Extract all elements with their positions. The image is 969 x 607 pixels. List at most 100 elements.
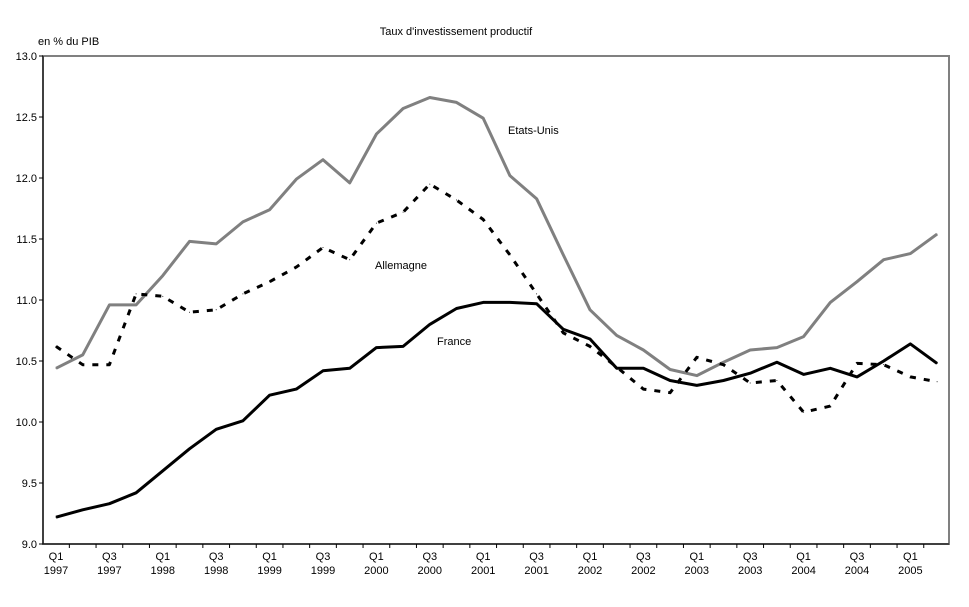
data-point-france — [536, 303, 538, 305]
series-line-france — [55, 300, 938, 519]
data-point-france — [108, 503, 110, 505]
x-tick-label-year: 1998 — [204, 565, 228, 577]
x-tick-label-year: 2001 — [471, 565, 495, 577]
x-tick-label-year: 1997 — [97, 565, 121, 577]
x-tick-label-year: 1999 — [311, 565, 335, 577]
data-point-france — [669, 380, 671, 382]
data-point-etats-unis — [803, 336, 805, 338]
x-tick-label-quarter: Q1 — [49, 551, 64, 563]
data-point-france — [723, 380, 724, 382]
data-point-france — [616, 367, 618, 369]
data-point-allemagne — [856, 362, 858, 364]
x-tick-label-year: 2004 — [845, 565, 869, 577]
data-point-france — [215, 428, 217, 430]
data-point-etats-unis — [402, 107, 404, 109]
data-point-etats-unis — [509, 175, 511, 177]
x-tick-label-quarter: Q3 — [636, 551, 651, 563]
x-tick-label-quarter: Q3 — [316, 551, 331, 563]
data-point-etats-unis — [936, 233, 938, 235]
y-tick-label: 12.5 — [16, 112, 37, 124]
data-point-allemagne — [936, 381, 938, 383]
data-point-france — [375, 347, 377, 349]
data-point-allemagne — [482, 218, 484, 220]
data-point-france — [242, 420, 244, 422]
chart-title: Taux d'investissement productif — [380, 26, 533, 38]
data-point-france — [482, 301, 484, 303]
data-point-allemagne — [696, 356, 698, 358]
data-point-allemagne — [803, 411, 805, 413]
data-point-allemagne — [322, 247, 324, 249]
data-point-france — [55, 516, 57, 518]
data-point-france — [456, 308, 457, 310]
x-tick-label-year: 1999 — [257, 565, 281, 577]
label-france: France — [437, 336, 471, 348]
data-point-etats-unis — [135, 304, 137, 306]
data-point-etats-unis — [375, 133, 377, 135]
x-tick-label-year: 2000 — [364, 565, 388, 577]
data-point-allemagne — [642, 388, 644, 390]
data-point-etats-unis — [269, 209, 271, 211]
data-point-allemagne — [402, 211, 404, 213]
x-tick-label-year: 2002 — [578, 565, 602, 577]
data-point-france — [295, 388, 297, 390]
data-point-allemagne — [135, 293, 137, 295]
data-point-france — [642, 367, 644, 369]
y-tick-label: 9.5 — [22, 478, 37, 490]
data-point-france — [162, 470, 164, 472]
data-point-etats-unis — [829, 301, 831, 303]
data-point-allemagne — [429, 183, 431, 185]
data-point-france — [749, 372, 751, 374]
x-tick-label-quarter: Q3 — [529, 551, 544, 563]
data-point-allemagne — [669, 392, 671, 394]
data-point-etats-unis — [162, 275, 164, 277]
data-point-france — [429, 323, 431, 325]
y-axis-label: en % du PIB — [38, 36, 99, 48]
data-point-allemagne — [375, 222, 377, 224]
y-tick-label: 11.0 — [16, 295, 37, 307]
x-tick-label-quarter: Q1 — [796, 551, 811, 563]
y-tick-label: 10.0 — [16, 417, 37, 429]
data-point-france — [589, 338, 591, 340]
data-point-etats-unis — [82, 354, 84, 356]
data-point-allemagne — [589, 345, 591, 347]
x-tick-label-year: 2002 — [631, 565, 655, 577]
data-point-france — [829, 367, 831, 369]
x-tick-label-quarter: Q3 — [209, 551, 224, 563]
y-tick-label: 13.0 — [16, 51, 37, 63]
x-tick-label-year: 2003 — [738, 565, 762, 577]
data-point-allemagne — [909, 376, 911, 378]
data-point-allemagne — [749, 382, 751, 384]
data-point-france — [322, 370, 324, 372]
data-point-etats-unis — [883, 259, 885, 261]
data-point-allemagne — [829, 405, 831, 407]
data-point-etats-unis — [669, 369, 671, 371]
y-tick-label: 11.5 — [16, 234, 37, 246]
data-point-allemagne — [723, 364, 724, 366]
data-point-etats-unis — [723, 361, 724, 363]
data-point-allemagne — [883, 364, 885, 366]
x-tick-label-quarter: Q3 — [743, 551, 758, 563]
data-point-etats-unis — [776, 347, 778, 349]
label-etats-unis: Etats-Unis — [508, 125, 559, 137]
x-tick-label-quarter: Q1 — [369, 551, 384, 563]
data-point-france — [189, 448, 190, 450]
data-point-etats-unis — [295, 178, 297, 180]
x-tick-label-year: 2000 — [418, 565, 442, 577]
data-point-france — [509, 301, 511, 303]
y-tick-label: 12.0 — [16, 173, 37, 185]
x-tick-label-quarter: Q1 — [689, 551, 704, 563]
x-tick-label-year: 2001 — [524, 565, 548, 577]
data-point-etats-unis — [429, 96, 431, 98]
data-point-allemagne — [295, 266, 297, 268]
series-line-etats-unis — [55, 96, 938, 378]
data-point-france — [135, 492, 137, 494]
y-tick-label: 9.0 — [22, 539, 37, 551]
data-point-etats-unis — [749, 349, 751, 351]
data-point-allemagne — [108, 364, 110, 366]
data-point-allemagne — [349, 259, 351, 261]
data-point-etats-unis — [322, 159, 324, 161]
data-point-etats-unis — [55, 367, 57, 369]
data-point-france — [269, 394, 271, 396]
data-point-allemagne — [269, 281, 271, 283]
